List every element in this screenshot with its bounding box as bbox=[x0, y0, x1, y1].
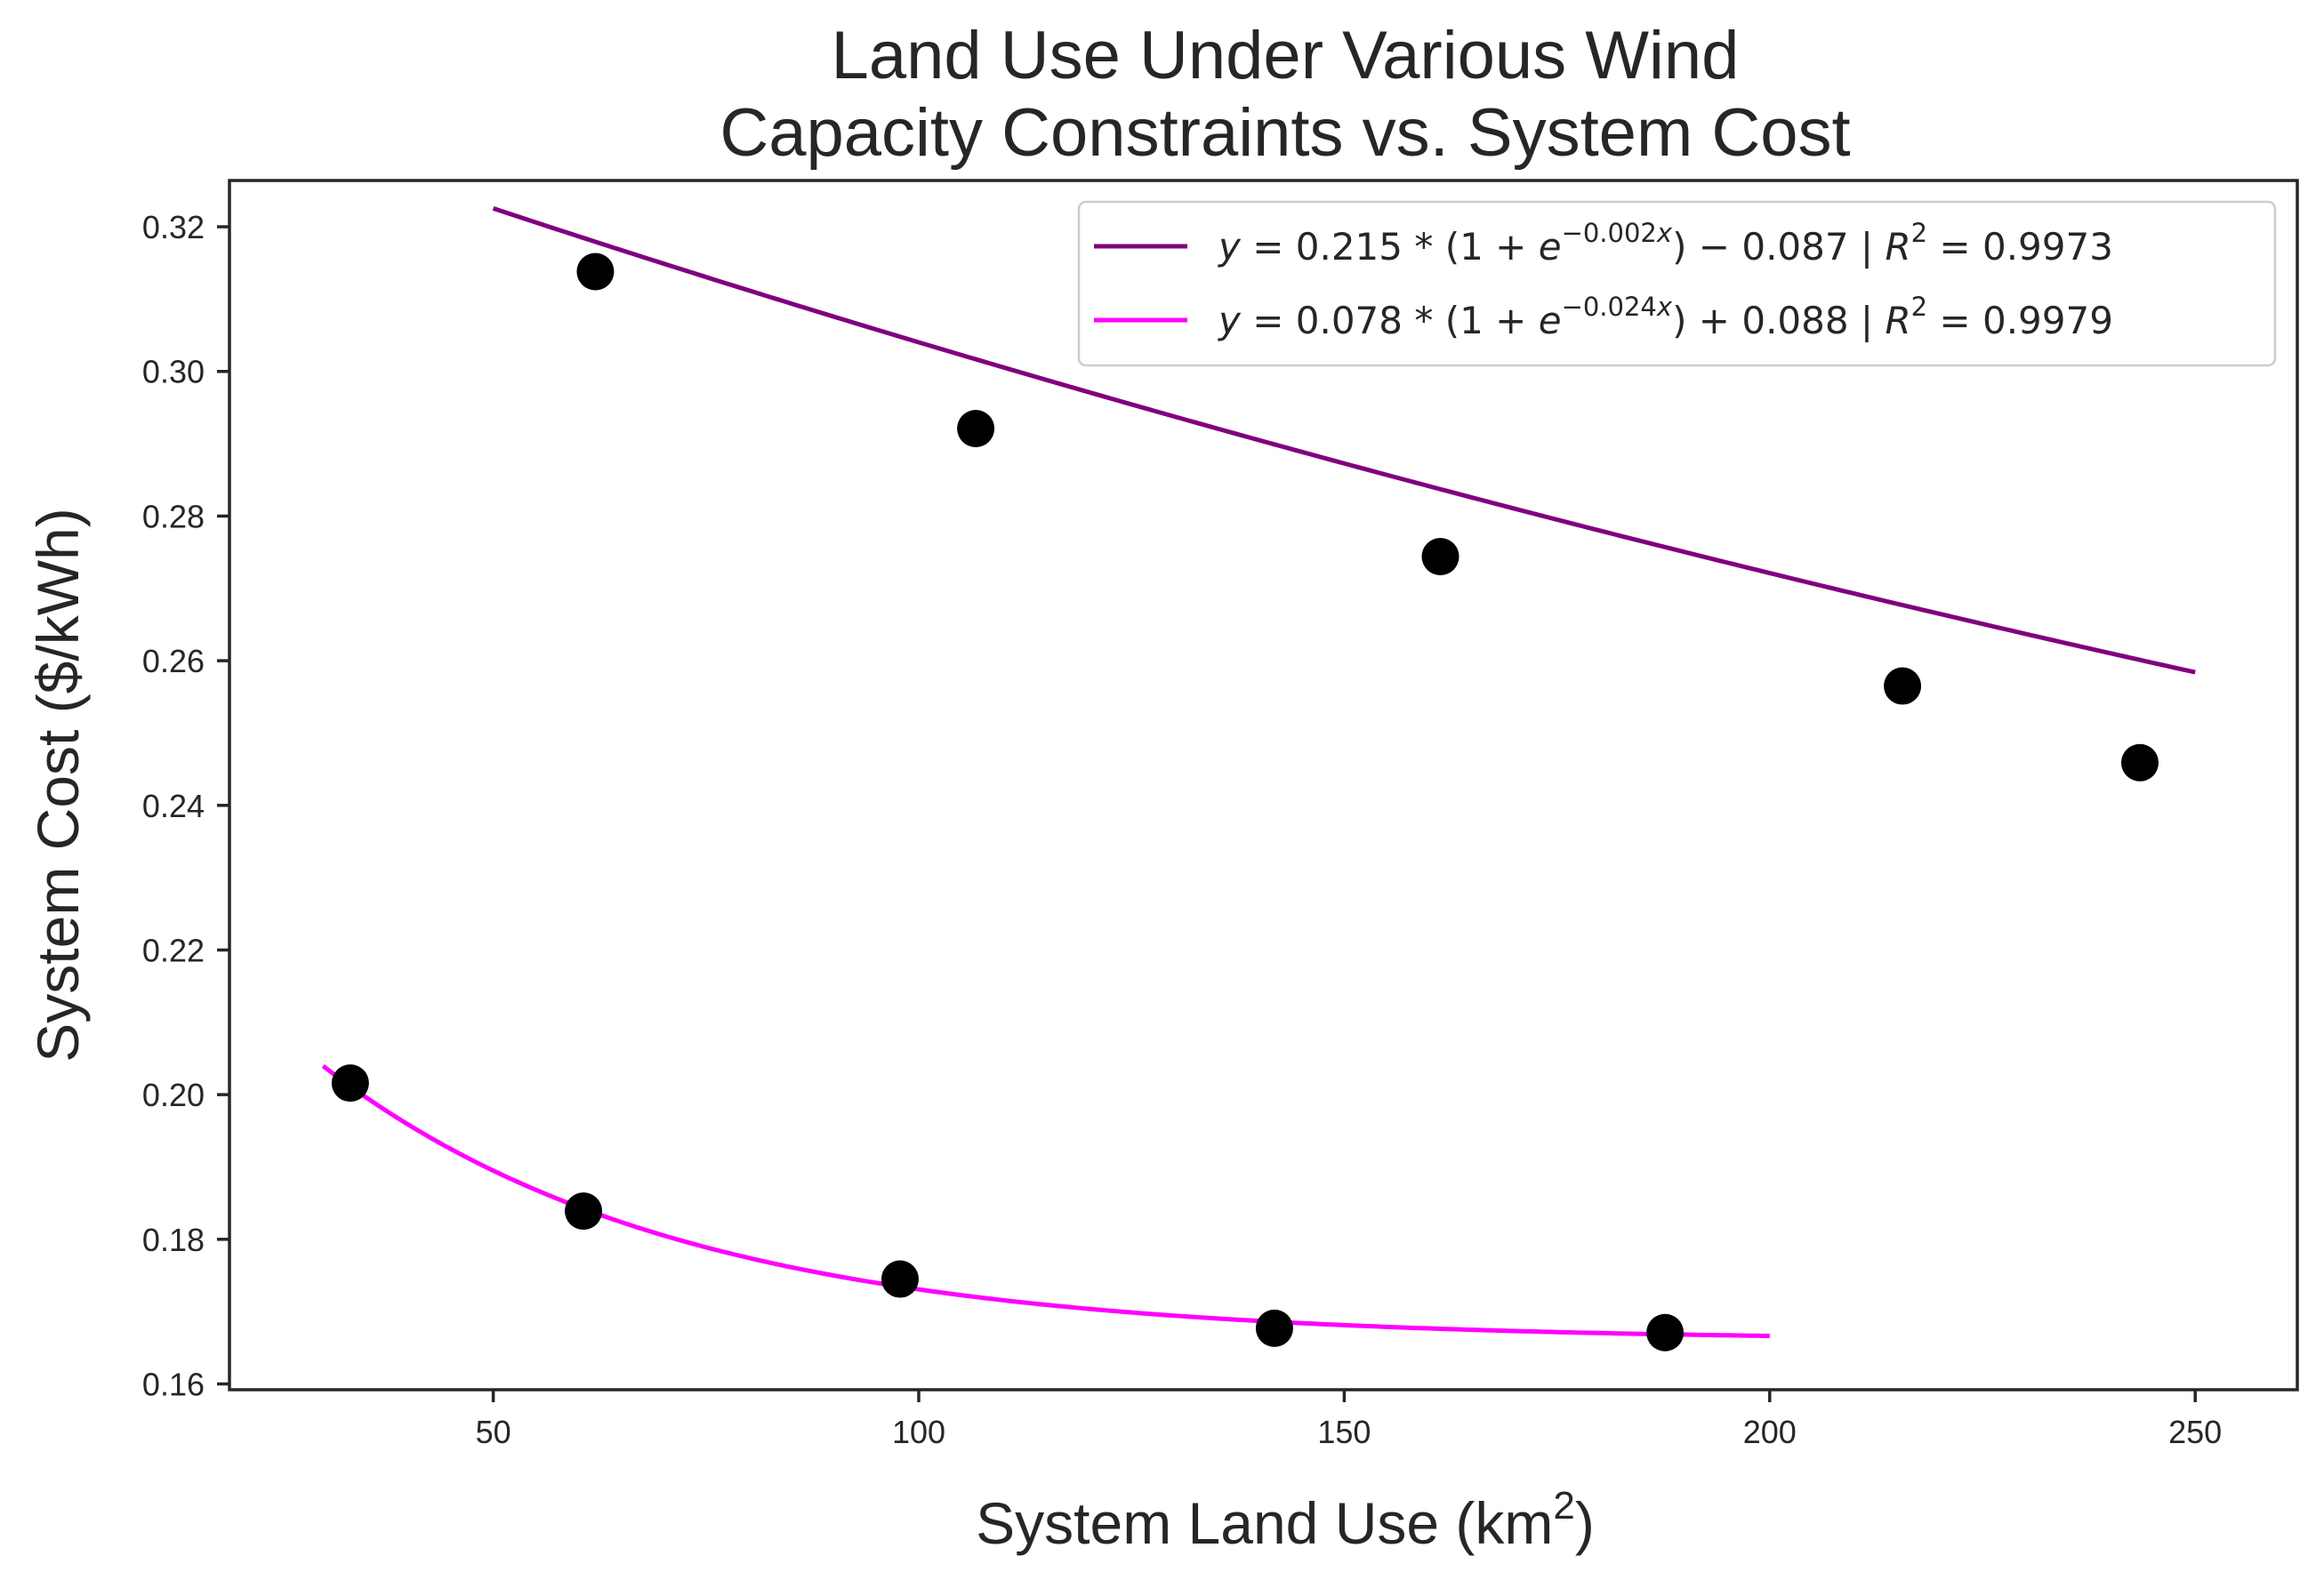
y-tick-label-1: 0.16 bbox=[142, 1366, 205, 1402]
x-tick-label-3: 150 bbox=[1317, 1414, 1371, 1450]
data-point-series-1-2 bbox=[957, 410, 995, 447]
data-point-series-2-5 bbox=[1646, 1313, 1685, 1351]
data-point-series-1-4 bbox=[1884, 667, 1922, 705]
plot-area bbox=[321, 206, 2196, 1351]
legend-fit-2-offset: ) + 0.088 bbox=[1672, 299, 1849, 342]
x-tick-label-1: 50 bbox=[476, 1414, 511, 1450]
data-point-series-1-5 bbox=[2120, 743, 2159, 782]
y-tick-label-8: 0.30 bbox=[142, 354, 205, 390]
legend-fit-2-rate: −0.024 bbox=[1562, 292, 1657, 322]
x-axis-label: System Land Use (km2) bbox=[976, 1484, 1595, 1556]
data-point-series-1-3 bbox=[1421, 537, 1460, 575]
y-tick-label-9: 0.32 bbox=[142, 209, 205, 245]
plot-frame bbox=[228, 179, 2299, 1392]
x-axis: 50 100 150 200 250 bbox=[476, 1390, 2222, 1450]
x-axis-label-text: System Land Use (km bbox=[976, 1490, 1553, 1556]
legend-fit-2-r2: 0.9979 bbox=[1982, 299, 2113, 342]
legend-fit-2-coefficient: 0.078 bbox=[1296, 299, 1403, 342]
legend: y = 0.215 * (1 + e−0.002x) − 0.087 | R2 … bbox=[1077, 200, 2277, 367]
y-tick-label-2: 0.18 bbox=[142, 1222, 205, 1258]
data-point-series-2-3 bbox=[881, 1260, 919, 1298]
legend-fit-1-offset: ) − 0.087 bbox=[1672, 225, 1849, 269]
fit-line-1 bbox=[492, 206, 2196, 675]
y-axis-label: System Cost ($/kWh) bbox=[25, 508, 91, 1062]
x-tick-label-2: 100 bbox=[892, 1414, 945, 1450]
legend-fit-2-exponent: −0.024x bbox=[1562, 292, 1673, 322]
y-tick-label-7: 0.28 bbox=[142, 498, 205, 534]
y-axis: 0.16 0.18 0.20 0.22 0.24 0.26 0.28 0.30 0.32 bbox=[142, 209, 229, 1402]
y-tick-label-5: 0.24 bbox=[142, 788, 205, 824]
x-axis-label-suffix: ) bbox=[1575, 1490, 1595, 1556]
data-point-series-2-1 bbox=[331, 1064, 369, 1103]
x-tick-label-5: 250 bbox=[2168, 1414, 2222, 1450]
y-tick-label-3: 0.20 bbox=[142, 1077, 205, 1113]
data-point-series-1-1 bbox=[576, 253, 615, 291]
x-tick-label-4: 200 bbox=[1743, 1414, 1797, 1450]
legend-box bbox=[1077, 200, 2277, 367]
fit-line-2 bbox=[321, 1063, 1770, 1338]
legend-fit-1-rate: −0.002 bbox=[1562, 218, 1657, 248]
legend-fit-1-exponent: −0.002x bbox=[1562, 218, 1673, 248]
data-point-series-2-2 bbox=[565, 1192, 603, 1231]
chart-title-line-1: Land Use Under Various Wind bbox=[832, 18, 1740, 93]
data-point-series-2-4 bbox=[1255, 1309, 1293, 1347]
legend-entry-fit-2: y = 0.078 * (1 + e−0.024x) + 0.088 | R2 … bbox=[1217, 292, 2113, 342]
legend-fit-1-coefficient: 0.215 bbox=[1296, 225, 1403, 269]
y-tick-label-6: 0.26 bbox=[142, 643, 205, 679]
legend-fit-1-r2: 0.9973 bbox=[1982, 225, 2113, 269]
chart-title-line-2: Capacity Constraints vs. System Cost bbox=[720, 95, 1850, 171]
y-tick-label-4: 0.22 bbox=[142, 932, 205, 968]
x-axis-label-superscript: 2 bbox=[1553, 1484, 1574, 1528]
